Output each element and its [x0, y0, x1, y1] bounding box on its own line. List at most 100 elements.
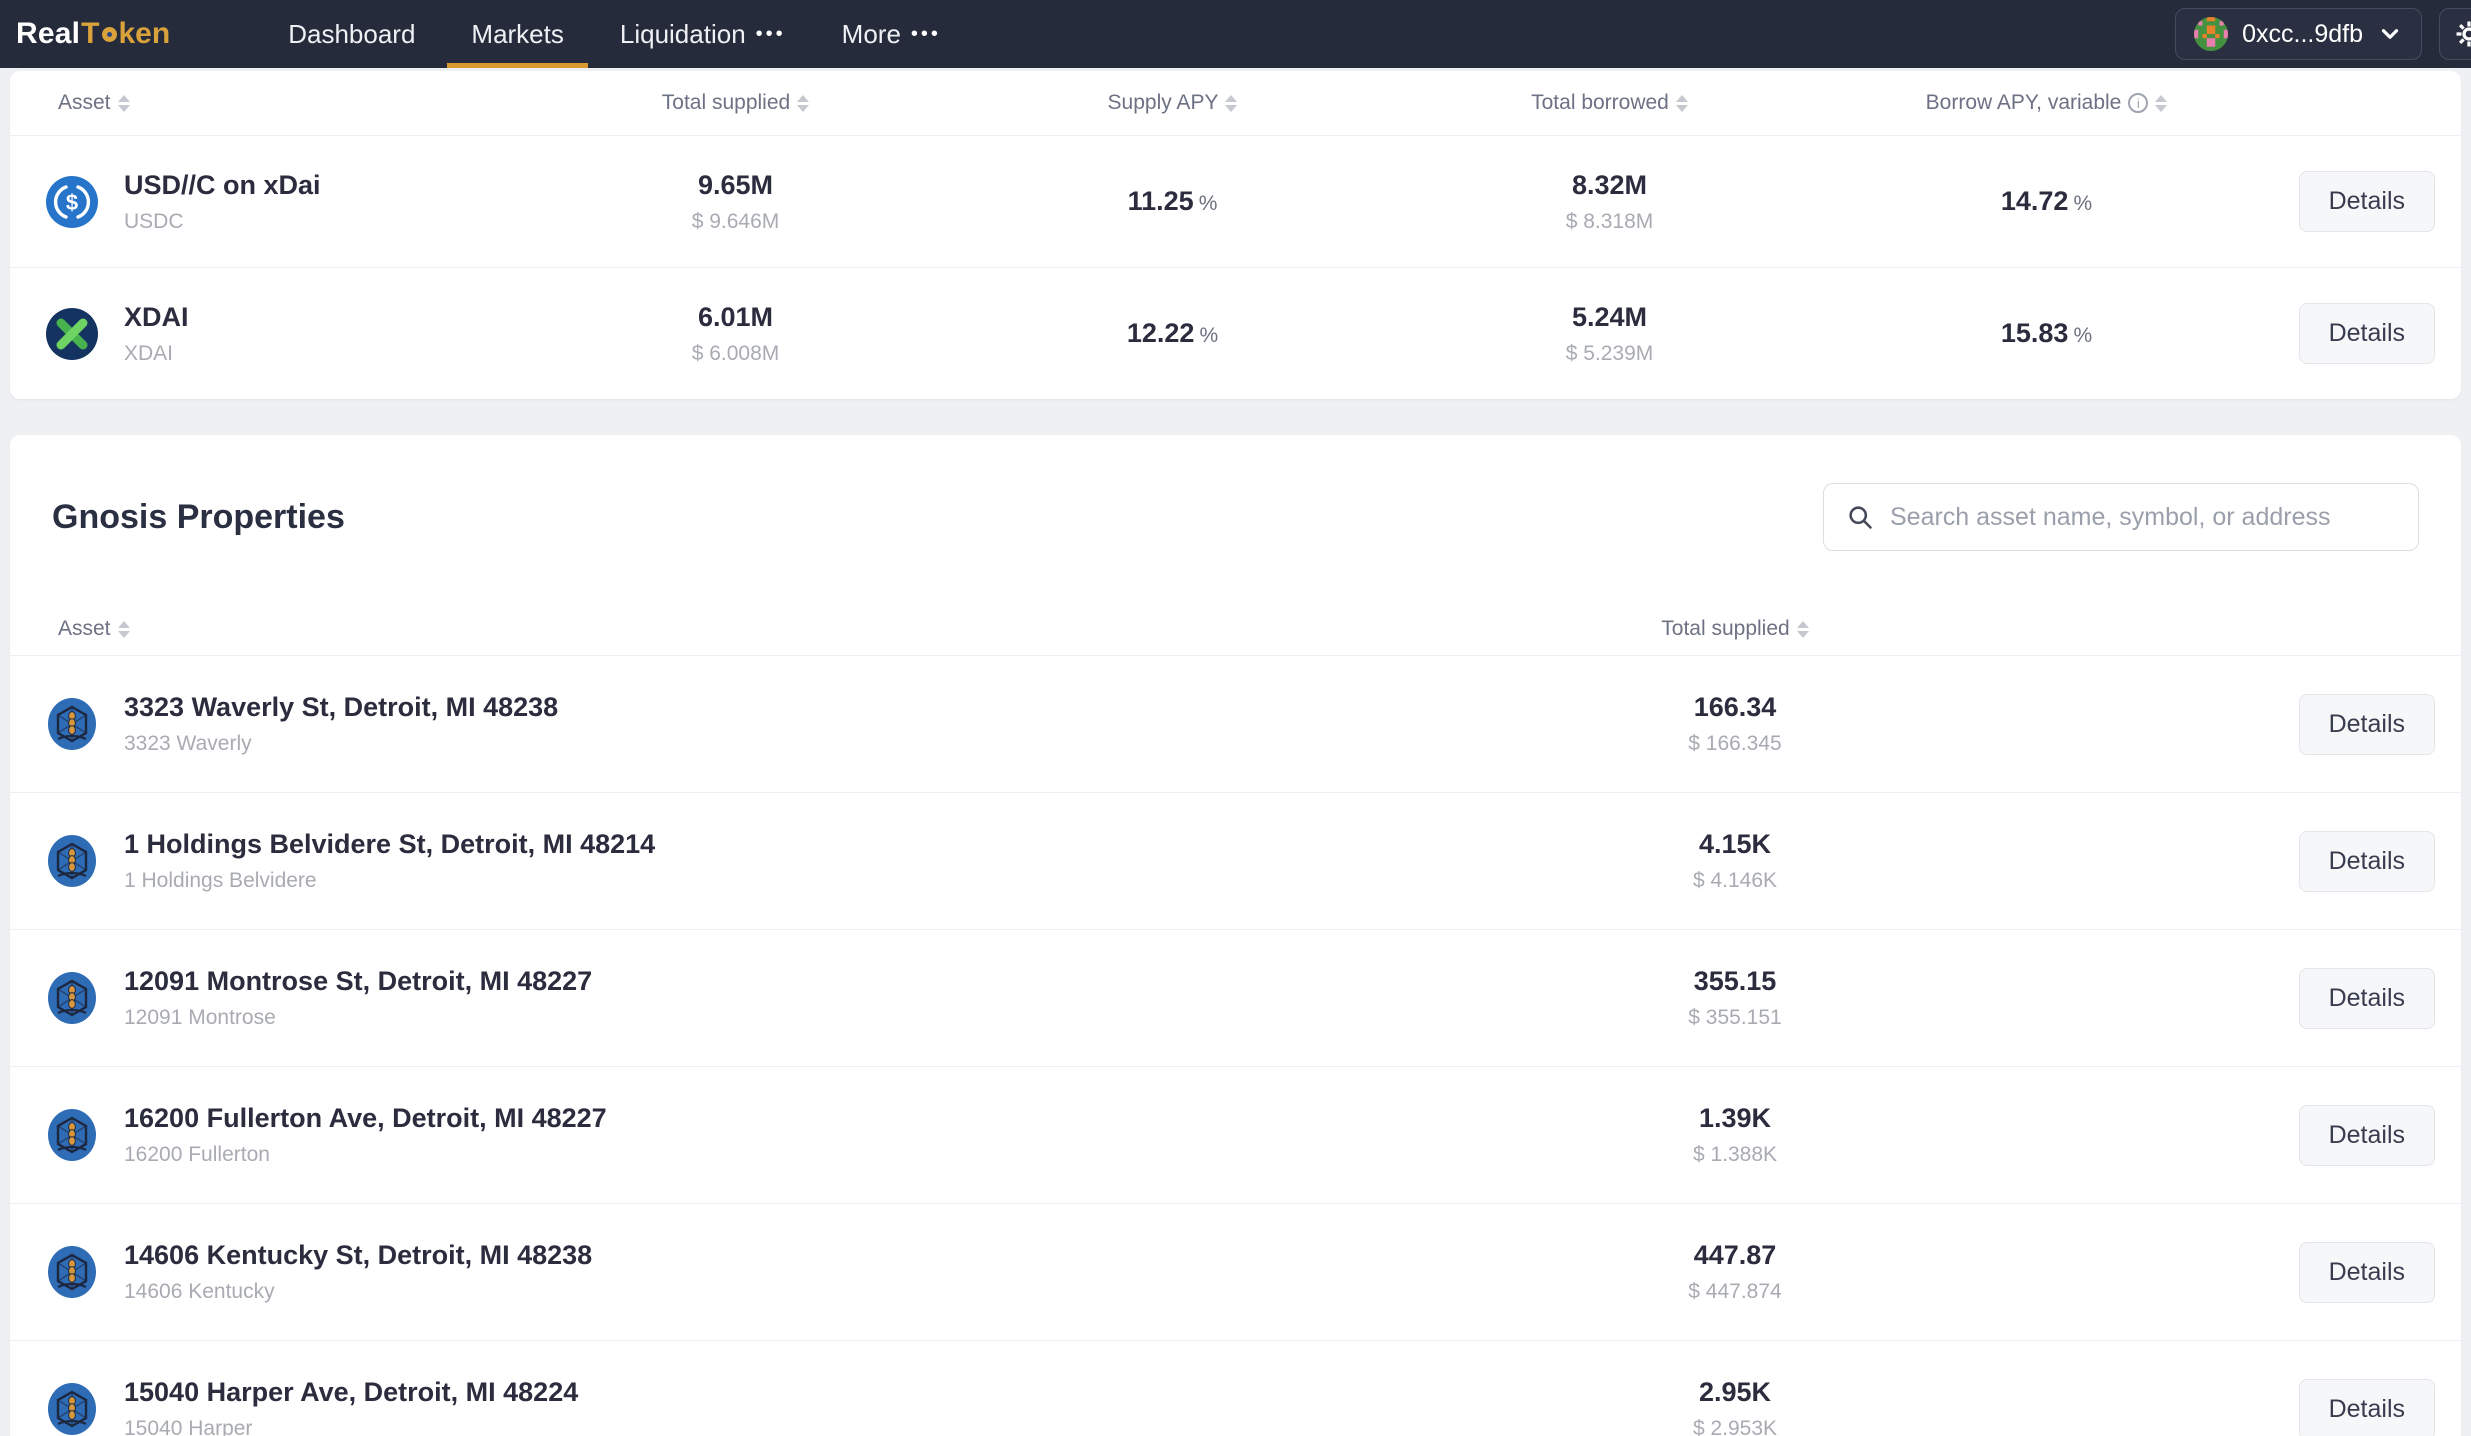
settings-button[interactable] — [2439, 8, 2471, 60]
header-total-supplied: Total supplied — [517, 91, 954, 115]
sort-icon[interactable] — [117, 620, 130, 638]
sort-icon[interactable] — [2155, 94, 2168, 112]
properties-card: Gnosis Properties Asset Total supplied — [10, 435, 2461, 1436]
total-supplied-value: 2.95K — [1698, 1377, 1772, 1407]
total-supplied-usd: $ 1.388K — [1692, 1143, 1778, 1166]
total-borrowed-value: 8.32M — [1571, 169, 1648, 200]
logo-t-text: T — [81, 17, 100, 50]
asset-name: XDAI — [124, 301, 189, 332]
details-button[interactable]: Details — [2298, 1241, 2435, 1303]
borrow-apy-value: 15.83% — [2000, 318, 2093, 348]
coin-icon — [101, 26, 117, 42]
property-token-icon — [48, 1109, 96, 1161]
property-short-name: 16200 Fullerton — [124, 1143, 270, 1166]
sort-icon[interactable] — [1675, 94, 1688, 112]
property-row[interactable]: 12091 Montrose St, Detroit, MI 48227 120… — [10, 929, 2461, 1066]
details-button[interactable]: Details — [2298, 967, 2435, 1029]
header-label: Borrow APY, variable — [1925, 91, 2122, 114]
markets-card: Asset Total supplied Supply APY Total bo… — [10, 71, 2461, 399]
sort-icon[interactable] — [1225, 94, 1238, 112]
property-short-name: 15040 Harper — [124, 1417, 253, 1436]
header-total-borrowed: Total borrowed — [1391, 91, 1828, 115]
sort-icon[interactable] — [1796, 620, 1809, 638]
sort-icon[interactable] — [797, 94, 810, 112]
search-box[interactable] — [1823, 483, 2419, 551]
property-token-icon — [48, 835, 96, 887]
total-supplied-usd: $ 166.345 — [1688, 732, 1782, 755]
nav-item-liquidation[interactable]: Liquidation ••• — [596, 0, 810, 68]
total-supplied-usd: $ 355.151 — [1688, 1006, 1782, 1029]
property-row[interactable]: 3323 Waverly St, Detroit, MI 48238 3323 … — [10, 655, 2461, 792]
logo-real-text: Real — [16, 17, 81, 50]
search-input[interactable] — [1890, 502, 2396, 532]
property-token-icon — [48, 698, 96, 750]
total-supplied-value: 355.15 — [1693, 966, 1777, 996]
total-supplied-usd: $ 447.874 — [1688, 1280, 1782, 1303]
total-supplied-value: 166.34 — [1693, 692, 1777, 722]
info-icon[interactable]: i — [2128, 93, 2149, 113]
total-borrowed-usd: $ 8.318M — [1565, 209, 1654, 233]
total-supplied-usd: $ 9.646M — [691, 209, 780, 233]
supply-apy-value: 12.22% — [1126, 318, 1219, 348]
header-label: Asset — [58, 617, 111, 640]
property-short-name: 12091 Montrose — [124, 1006, 276, 1029]
total-supplied-usd: $ 4.146K — [1692, 869, 1778, 892]
header-label: Total supplied — [1661, 617, 1790, 640]
gear-icon — [2456, 21, 2471, 47]
details-button[interactable]: Details — [2298, 693, 2435, 755]
total-supplied-value: 4.15K — [1698, 829, 1772, 859]
logo-ken-text: ken — [118, 17, 171, 50]
property-token-icon — [48, 1383, 96, 1435]
nav-items: Dashboard Markets Liquidation ••• More •… — [264, 0, 965, 68]
details-button[interactable]: Details — [2298, 171, 2435, 232]
details-button[interactable]: Details — [2298, 830, 2435, 892]
chevron-down-icon — [2381, 29, 2399, 39]
nav-item-markets[interactable]: Markets — [447, 0, 588, 68]
usdc-icon: $ — [46, 175, 98, 228]
header-label: Total borrowed — [1531, 91, 1669, 114]
details-button[interactable]: Details — [2298, 1104, 2435, 1166]
details-button[interactable]: Details — [2298, 303, 2435, 364]
property-name: 15040 Harper Ave, Detroit, MI 48224 — [124, 1377, 579, 1407]
header-asset: Asset — [36, 617, 1535, 641]
property-name: 3323 Waverly St, Detroit, MI 48238 — [124, 692, 559, 722]
wallet-avatar — [2194, 17, 2229, 51]
property-row[interactable]: 14606 Kentucky St, Detroit, MI 48238 146… — [10, 1203, 2461, 1340]
markets-table-header: Asset Total supplied Supply APY Total bo… — [10, 71, 2461, 135]
property-short-name: 3323 Waverly — [124, 732, 252, 755]
total-supplied-value: 1.39K — [1698, 1103, 1772, 1133]
property-short-name: 1 Holdings Belvidere — [124, 869, 317, 892]
nav-item-dashboard[interactable]: Dashboard — [264, 0, 439, 68]
sort-icon[interactable] — [117, 94, 130, 112]
properties-table-header: Asset Total supplied — [10, 603, 2461, 655]
market-row-usdc[interactable]: $ USD//C on xDai USDC 9.65M $ 9.646M 11.… — [10, 135, 2461, 267]
wallet-address: 0xcc...9dfb — [2242, 19, 2363, 48]
borrow-apy-value: 14.72% — [2000, 186, 2093, 216]
wallet-button[interactable]: 0xcc...9dfb — [2175, 8, 2422, 60]
property-row[interactable]: 15040 Harper Ave, Detroit, MI 48224 1504… — [10, 1340, 2461, 1436]
total-supplied-usd: $ 2.953K — [1692, 1417, 1778, 1436]
total-supplied-usd: $ 6.008M — [691, 341, 780, 365]
nav-item-more[interactable]: More ••• — [818, 0, 965, 68]
property-name: 14606 Kentucky St, Detroit, MI 48238 — [124, 1240, 593, 1270]
total-borrowed-usd: $ 5.239M — [1565, 341, 1654, 365]
svg-text:$: $ — [66, 190, 78, 215]
header-label: Asset — [58, 91, 111, 114]
xdai-icon — [46, 307, 98, 360]
asset-name: USD//C on xDai — [124, 169, 321, 200]
header-asset: Asset — [36, 91, 517, 115]
market-row-xdai[interactable]: XDAI XDAI 6.01M $ 6.008M 12.22% 5.24M $ … — [10, 267, 2461, 399]
property-row[interactable]: 16200 Fullerton Ave, Detroit, MI 48227 1… — [10, 1066, 2461, 1203]
details-button[interactable]: Details — [2298, 1378, 2435, 1436]
header-total-supplied: Total supplied — [1535, 617, 1935, 641]
ellipsis-icon: ••• — [910, 22, 941, 45]
property-name: 1 Holdings Belvidere St, Detroit, MI 482… — [124, 829, 656, 859]
section-title: Gnosis Properties — [52, 497, 345, 536]
property-row[interactable]: 1 Holdings Belvidere St, Detroit, MI 482… — [10, 792, 2461, 929]
property-name: 12091 Montrose St, Detroit, MI 48227 — [124, 966, 593, 996]
search-icon — [1849, 506, 1872, 529]
total-supplied-value: 9.65M — [697, 169, 774, 200]
supply-apy-value: 11.25% — [1127, 186, 1218, 216]
